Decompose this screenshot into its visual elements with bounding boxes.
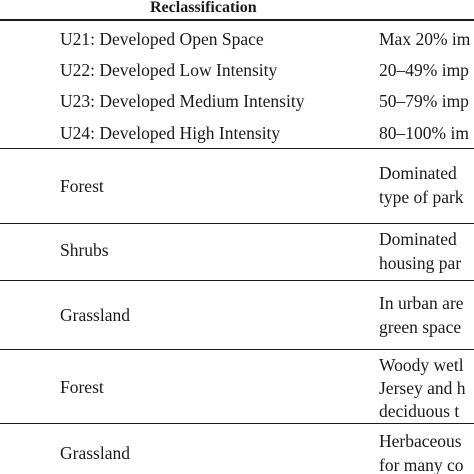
cell-description: 80–100% im [379, 123, 469, 143]
cell-description: Dominated [379, 163, 457, 183]
table-header-row: Reclassification [0, 0, 474, 20]
row-divider [0, 423, 474, 424]
row-divider [0, 349, 474, 350]
cell-description: for many co [379, 455, 464, 474]
cell-description: type of park [379, 187, 464, 207]
cell-description: Woody wetl [379, 355, 464, 375]
cell-description: Herbaceous [379, 431, 462, 451]
cell-reclassification: Shrubs [60, 240, 109, 260]
cell-reclassification: U22: Developed Low Intensity [60, 60, 278, 80]
header-reclassification: Reclassification [150, 0, 257, 16]
cell-description: housing par [379, 253, 462, 273]
cell-description: deciduous t [379, 401, 460, 421]
cell-reclassification: Grassland [60, 443, 130, 463]
cell-description: Dominated [379, 229, 457, 249]
cell-reclassification: U23: Developed Medium Intensity [60, 91, 305, 111]
cell-description: In urban are [379, 293, 464, 313]
cell-description: 50–79% imp [379, 91, 469, 111]
cell-description: green space [379, 317, 462, 337]
cell-reclassification: Forest [60, 377, 104, 397]
cell-description: 20–49% imp [379, 60, 469, 80]
cell-description: Max 20% im [379, 29, 471, 49]
row-divider [0, 280, 474, 281]
cell-description: Jersey and h [379, 378, 466, 398]
header-rule [0, 19, 474, 21]
cell-reclassification: Grassland [60, 305, 130, 325]
row-divider [0, 148, 474, 149]
row-divider [0, 223, 474, 224]
cell-reclassification: U24: Developed High Intensity [60, 123, 281, 143]
cell-reclassification: Forest [60, 176, 104, 196]
cell-reclassification: U21: Developed Open Space [60, 29, 264, 49]
